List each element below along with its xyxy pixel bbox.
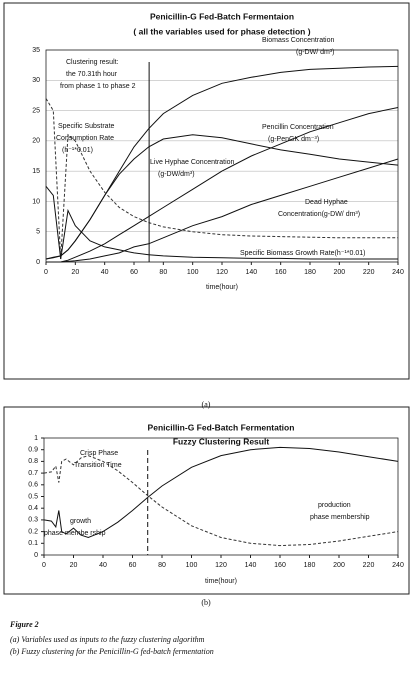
x-tick-label: 240 — [392, 562, 404, 569]
x-tick-label: 240 — [392, 269, 404, 276]
x-tick-label: 40 — [101, 269, 109, 276]
plot-frame — [45, 49, 399, 263]
y-tick-label: 20 — [32, 138, 40, 145]
caption-line: (b) Fuzzy clustering for the Penicillin-… — [10, 647, 214, 656]
annotation: (g-DW/dm³) — [158, 171, 195, 178]
y-tick-label: 0.8 — [28, 458, 38, 465]
y-tick-label: 0.5 — [28, 493, 38, 500]
y-tick-label: 15 — [32, 168, 40, 175]
chart-title: Penicillin-G Fed-Batch Fermentation — [148, 422, 295, 432]
panel-label: (b) — [201, 598, 211, 607]
y-tick-label: 0.4 — [28, 505, 38, 512]
chart-subtitle: Fuzzy Clustering Result — [173, 436, 270, 446]
y-tick-label: 0.6 — [28, 482, 38, 489]
series-line — [46, 107, 399, 263]
y-tick-label: 0 — [34, 552, 38, 559]
caption-line: (a) Variables used as inputs to the fuzz… — [10, 635, 205, 644]
x-tick-label: 140 — [245, 269, 257, 276]
x-tick-label: 140 — [245, 562, 257, 569]
x-axis-label: time(hour) — [206, 284, 238, 291]
annotation: Clustering result: — [66, 59, 119, 66]
series-line — [45, 185, 398, 260]
annotation: the 70.31th hour — [66, 71, 118, 78]
y-tick-label: 0.7 — [28, 470, 38, 477]
x-tick-label: 80 — [159, 269, 167, 276]
annotation: phase membership — [310, 514, 370, 521]
x-tick-label: 60 — [129, 562, 137, 569]
annotation: Transition Time — [74, 462, 122, 469]
y-tick-label: 0.2 — [28, 528, 38, 535]
x-tick-label: 180 — [304, 562, 316, 569]
y-tick-label: 0.1 — [28, 540, 38, 547]
x-tick-label: 220 — [363, 269, 375, 276]
series-line — [45, 134, 399, 260]
x-tick-label: 60 — [130, 269, 138, 276]
x-tick-label: 160 — [275, 269, 287, 276]
annotation: phase membe rship — [44, 530, 106, 537]
y-tick-label: 30 — [32, 77, 40, 84]
y-tick-label: 0 — [36, 259, 40, 266]
x-tick-label: 100 — [186, 562, 198, 569]
annotation: (g-PenGK dm⁻³) — [268, 136, 319, 143]
x-tick-label: 160 — [274, 562, 286, 569]
y-tick-label: 0.9 — [28, 447, 38, 454]
annotation: Biomass Concentration — [262, 37, 334, 44]
x-tick-label: 180 — [304, 269, 316, 276]
chart-title: Penicillin-G Fed-Batch Fermentaion — [150, 11, 294, 21]
annotation: Pencillin Concentration — [262, 124, 334, 131]
annotation: Specific Substrate — [58, 123, 115, 130]
annotation: production — [318, 502, 351, 509]
y-tick-label: 10 — [32, 198, 40, 205]
annotation: (h⁻¹*0.01) — [62, 147, 93, 154]
annotation: Crisp Phase — [80, 450, 118, 457]
annotation: Concentration(g-DW/ dm³) — [278, 211, 360, 218]
y-tick-label: 1 — [34, 435, 38, 442]
x-tick-label: 100 — [187, 269, 199, 276]
plot-frame — [43, 437, 399, 556]
annotation: Consumption Rate — [56, 135, 114, 142]
annotation: growth — [70, 518, 91, 525]
annotation: Live Hyphae Concentration — [150, 159, 235, 166]
series-line — [43, 446, 399, 539]
y-tick-label: 5 — [36, 229, 40, 236]
x-tick-label: 200 — [333, 269, 345, 276]
panel-frame — [3, 406, 410, 595]
annotation: (g-DW/ dm³) — [296, 49, 335, 56]
panel-frame — [3, 2, 410, 380]
annotation: Specific Biomass Growth Rate(h⁻¹*0.01) — [240, 250, 365, 257]
panel-label: (a) — [202, 400, 211, 409]
y-tick-label: 25 — [32, 107, 40, 114]
x-tick-label: 40 — [99, 562, 107, 569]
y-tick-label: 0.3 — [28, 517, 38, 524]
series-line — [43, 455, 399, 547]
x-tick-label: 120 — [216, 269, 228, 276]
annotation: Dead Hyphae — [305, 199, 348, 206]
x-tick-label: 20 — [70, 562, 78, 569]
x-tick-label: 80 — [158, 562, 166, 569]
caption-label: Figure 2 — [9, 620, 39, 629]
y-tick-label: 35 — [32, 47, 40, 54]
x-tick-label: 200 — [333, 562, 345, 569]
annotation: from phase 1 to phase 2 — [60, 83, 136, 90]
x-tick-label: 20 — [71, 269, 79, 276]
x-tick-label: 220 — [363, 562, 375, 569]
x-tick-label: 0 — [42, 562, 46, 569]
x-tick-label: 120 — [215, 562, 227, 569]
chart-subtitle: ( all the variables used for phase detec… — [133, 26, 310, 36]
x-axis-label: time(hour) — [205, 578, 237, 585]
x-tick-label: 0 — [44, 269, 48, 276]
